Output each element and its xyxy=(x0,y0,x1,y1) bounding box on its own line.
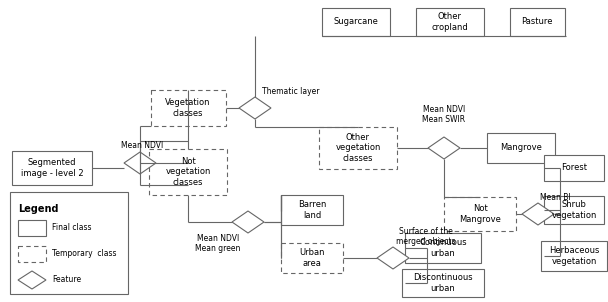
Text: Not
Mangrove: Not Mangrove xyxy=(459,204,501,224)
Text: Herbaceous
vegetation: Herbaceous vegetation xyxy=(549,246,599,266)
FancyBboxPatch shape xyxy=(405,233,481,263)
Text: Other
vegetation
classes: Other vegetation classes xyxy=(336,133,381,163)
Text: Mangrove: Mangrove xyxy=(500,143,542,153)
Text: Temporary  class: Temporary class xyxy=(52,249,117,259)
Polygon shape xyxy=(124,152,156,174)
FancyBboxPatch shape xyxy=(487,133,555,163)
FancyBboxPatch shape xyxy=(18,246,46,262)
Text: Barren
land: Barren land xyxy=(298,200,326,220)
FancyBboxPatch shape xyxy=(10,192,128,294)
FancyBboxPatch shape xyxy=(510,8,564,36)
Text: Final class: Final class xyxy=(52,223,91,233)
Polygon shape xyxy=(239,97,271,119)
Polygon shape xyxy=(522,203,554,225)
FancyBboxPatch shape xyxy=(544,155,604,181)
Polygon shape xyxy=(428,137,460,159)
FancyBboxPatch shape xyxy=(416,8,484,36)
Text: Vegetation
classes: Vegetation classes xyxy=(165,98,211,118)
FancyBboxPatch shape xyxy=(541,241,607,271)
FancyBboxPatch shape xyxy=(544,196,604,224)
FancyBboxPatch shape xyxy=(18,220,46,236)
FancyBboxPatch shape xyxy=(319,127,397,169)
Text: Discontinuous
urban: Discontinuous urban xyxy=(413,273,473,293)
Text: Other
cropland: Other cropland xyxy=(432,12,468,32)
Text: Urban
area: Urban area xyxy=(299,248,325,268)
FancyBboxPatch shape xyxy=(322,8,390,36)
FancyBboxPatch shape xyxy=(281,243,343,273)
Text: Thematic layer: Thematic layer xyxy=(262,87,319,96)
FancyBboxPatch shape xyxy=(444,197,516,231)
Text: Feature: Feature xyxy=(52,275,81,284)
Text: Mean NDVI
Mean SWIR: Mean NDVI Mean SWIR xyxy=(423,104,466,124)
Text: Mean NDVI: Mean NDVI xyxy=(121,141,163,150)
Text: Continuous
urban: Continuous urban xyxy=(419,238,467,258)
Polygon shape xyxy=(377,247,409,269)
Text: Not
vegetation
classes: Not vegetation classes xyxy=(165,157,211,187)
FancyBboxPatch shape xyxy=(402,269,484,297)
Text: Sugarcane: Sugarcane xyxy=(334,18,378,27)
FancyBboxPatch shape xyxy=(151,90,226,126)
FancyBboxPatch shape xyxy=(12,151,92,185)
FancyBboxPatch shape xyxy=(149,149,227,195)
Text: Mean BI: Mean BI xyxy=(540,193,571,202)
Text: Legend: Legend xyxy=(18,204,58,214)
Text: Surface of the
merged objects: Surface of the merged objects xyxy=(396,226,455,246)
Text: Pasture: Pasture xyxy=(521,18,553,27)
FancyBboxPatch shape xyxy=(281,195,343,225)
Text: Mean NDVI
Mean green: Mean NDVI Mean green xyxy=(195,234,241,253)
Text: Forest: Forest xyxy=(561,163,587,172)
Polygon shape xyxy=(18,271,46,289)
Text: Shrub
vegetation: Shrub vegetation xyxy=(551,200,596,220)
Text: Segmented
image - level 2: Segmented image - level 2 xyxy=(21,158,83,178)
Polygon shape xyxy=(232,211,264,233)
